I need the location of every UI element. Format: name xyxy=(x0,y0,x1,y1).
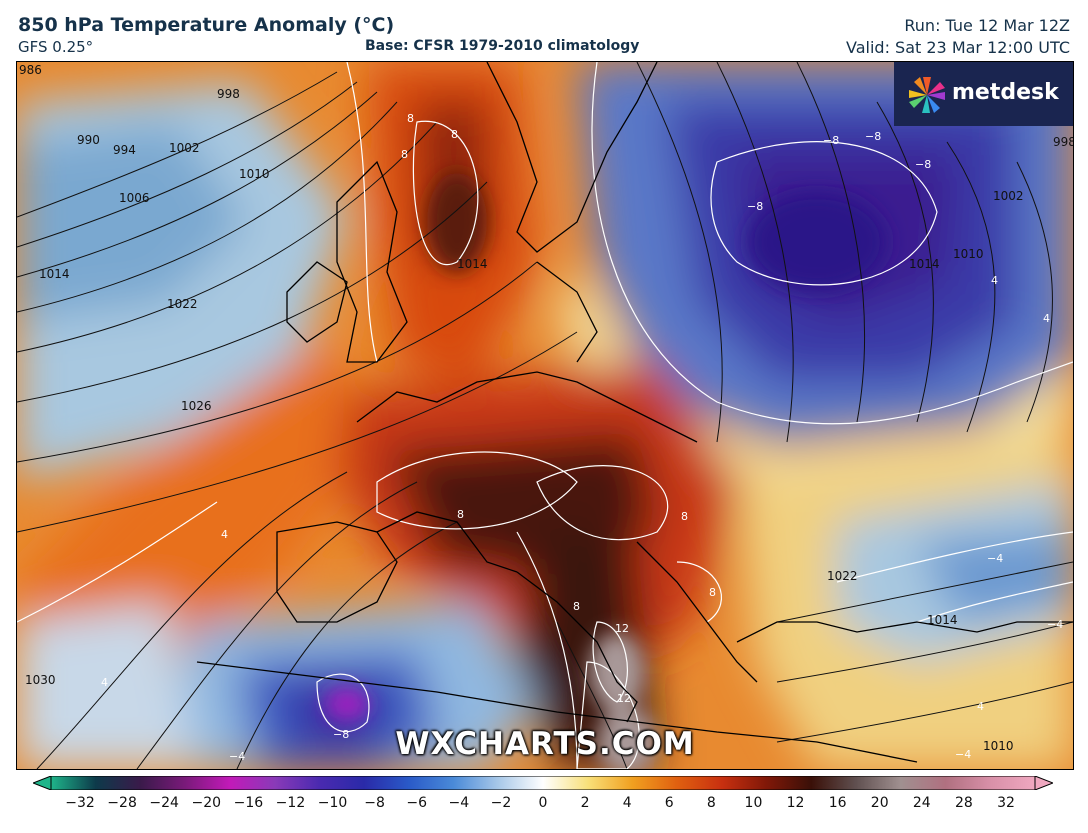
anomaly-label: 4 xyxy=(1043,312,1050,325)
anomaly-label: 8 xyxy=(573,600,580,613)
anomaly-label: 8 xyxy=(407,112,414,125)
anomaly-label: −4 xyxy=(229,750,245,763)
colorbar-tick-label: 20 xyxy=(870,795,889,811)
colorbar-tick-label: 32 xyxy=(997,795,1015,811)
isobar-label: 1022 xyxy=(827,569,858,583)
anomaly-label: −8 xyxy=(865,130,881,143)
colorbar-tick-label: 0 xyxy=(538,795,548,811)
anomaly-label: 8 xyxy=(457,508,464,521)
anomaly-map: 986 990 994 998 1002 1006 1010 1014 1022… xyxy=(16,61,1074,770)
isobar-label: 1030 xyxy=(25,673,56,687)
colorbar-gradient xyxy=(50,776,1036,790)
colorbar-tick-label: −8 xyxy=(364,795,385,811)
anomaly-label: −8 xyxy=(333,728,349,741)
anomaly-label: 4 xyxy=(991,274,998,287)
colorbar-tick-label: −2 xyxy=(490,795,512,811)
isobar-label: 1014 xyxy=(39,267,70,281)
colorbar-tick-label: 8 xyxy=(706,795,716,811)
isobar-label: 1010 xyxy=(239,167,270,181)
colorbar-tick-label: −20 xyxy=(191,795,222,811)
anomaly-labels: 8 8 8 −8 −8 −8 −8 4 4 −4 −4 4 8 8 8 12 1… xyxy=(101,112,1063,763)
anomaly-label: −4 xyxy=(955,748,971,761)
model-label: GFS 0.25° xyxy=(18,38,94,56)
logo-text: metdesk xyxy=(952,80,1059,105)
colorbar-tick-label: 28 xyxy=(954,795,973,811)
isobar-label: 998 xyxy=(1053,135,1073,149)
anomaly-label: 12 xyxy=(615,622,629,635)
colorbar xyxy=(33,776,1053,790)
isobar-label: 1014 xyxy=(457,257,488,271)
colorbar-tick-label: −10 xyxy=(317,795,348,811)
isobar-label: 998 xyxy=(217,87,240,101)
colorbar-tick-label: 2 xyxy=(580,795,590,811)
isobar-label: 1006 xyxy=(119,191,150,205)
anomaly-label: 4 xyxy=(977,700,984,713)
colorbar-tick-label: 10 xyxy=(744,795,763,811)
anomaly-label: −8 xyxy=(823,134,839,147)
colorbar-tick-label: 12 xyxy=(786,795,805,811)
isobar-lines xyxy=(17,62,1073,769)
colorbar-tick-label: 4 xyxy=(622,795,632,811)
colorbar-tick-label: 24 xyxy=(912,795,931,811)
anomaly-label: 8 xyxy=(681,510,688,523)
metdesk-logo: metdesk xyxy=(894,62,1073,126)
colorbar-tick-label: −12 xyxy=(275,795,306,811)
climatology-base-label: Base: CFSR 1979-2010 climatology xyxy=(365,38,640,54)
isobar-label: 1002 xyxy=(169,141,200,155)
anomaly-label: −4 xyxy=(987,552,1003,565)
isobar-label: 1010 xyxy=(953,247,984,261)
coastlines xyxy=(196,62,1073,763)
isobar-label: 1026 xyxy=(181,399,212,413)
anomaly-contours xyxy=(17,62,1073,769)
colorbar-high-arrow xyxy=(1034,776,1053,790)
isobar-label: 994 xyxy=(113,143,136,157)
isobar-label: 990 xyxy=(77,133,100,147)
watermark: WXCHARTS.COM xyxy=(395,726,695,762)
isobar-label: 1022 xyxy=(167,297,198,311)
isobar-label: 1010 xyxy=(983,739,1014,753)
colorbar-tick-label: 6 xyxy=(664,795,674,811)
colorbar-tick-label: −16 xyxy=(233,795,264,811)
isobar-label: 1014 xyxy=(909,257,940,271)
anomaly-label: 4 xyxy=(221,528,228,541)
colorbar-tick-label: −4 xyxy=(448,795,470,811)
colorbar-low-arrow xyxy=(33,776,52,790)
anomaly-label: −4 xyxy=(1047,618,1063,631)
colorbar-tick-label: −32 xyxy=(65,795,95,811)
isobar-label: 1014 xyxy=(927,613,958,627)
colorbar-tick-label: 16 xyxy=(828,795,847,811)
anomaly-label: 8 xyxy=(401,148,408,161)
anomaly-label: 12 xyxy=(617,692,631,705)
isobar-label: 986 xyxy=(19,63,42,77)
isobar-labels: 986 990 994 998 1002 1006 1010 1014 1022… xyxy=(19,63,1073,753)
anomaly-label: 8 xyxy=(709,586,716,599)
colorbar-tick-label: −24 xyxy=(149,795,179,811)
anomaly-label: −8 xyxy=(747,200,763,213)
colorbar-ticks: −32 −28 −24 −20 −16 −12 −10 −8 −6 −4 −2 0 2 4 6 8 10 12 16… xyxy=(0,795,1088,819)
chart-title: 850 hPa Temperature Anomaly (°C) xyxy=(18,14,395,36)
valid-time-label: Valid: Sat 23 Mar 12:00 UTC xyxy=(846,38,1070,57)
pinwheel-logo-icon xyxy=(909,77,945,113)
colorbar-tick-label: −28 xyxy=(107,795,137,811)
colorbar-tick-label: −6 xyxy=(406,795,428,811)
run-time-label: Run: Tue 12 Mar 12Z xyxy=(904,16,1070,35)
anomaly-label: 4 xyxy=(101,676,108,689)
anomaly-label: 8 xyxy=(451,128,458,141)
anomaly-label: −8 xyxy=(915,158,931,171)
map-canvas: 986 990 994 998 1002 1006 1010 1014 1022… xyxy=(17,62,1073,769)
isobar-label: 1002 xyxy=(993,189,1024,203)
